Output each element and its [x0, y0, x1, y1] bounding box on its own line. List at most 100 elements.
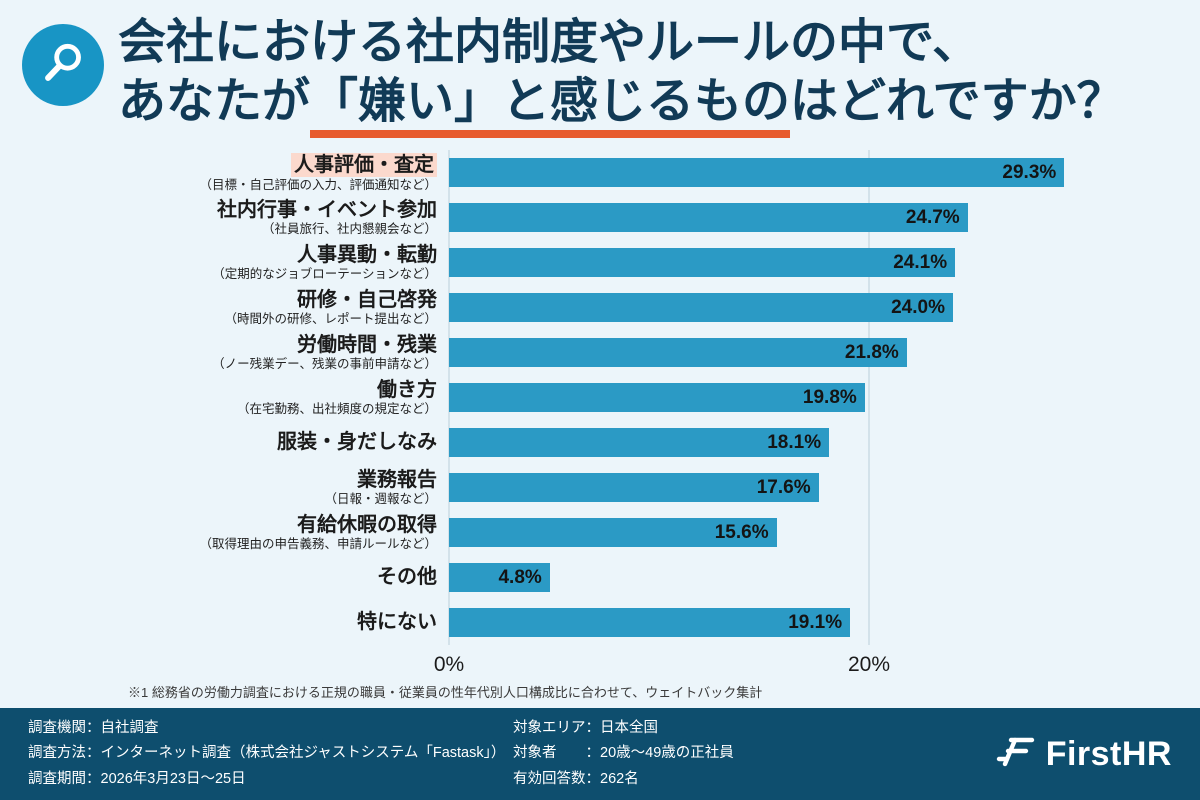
category-label: 服装・身だしなみ: [120, 431, 449, 453]
bar: 17.6%: [449, 473, 819, 502]
category-name: 研修・自己啓発: [297, 288, 437, 311]
category-label: 労働時間・残業 （ノー残業デー、残業の事前申請など）: [120, 334, 449, 372]
firsthr-logo-icon: [996, 735, 1036, 774]
footer-survey-info-left: 調査機関：自社調査 調査方法：インターネット調査（株式会社ジャストシステム「Fa…: [28, 718, 513, 789]
chart-row: 研修・自己啓発 （時間外の研修、レポート提出など） 24.0%: [120, 285, 1100, 330]
bar: 21.8%: [449, 338, 907, 367]
category-sublabel: （日報・週報など）: [324, 492, 437, 506]
bar-value-label: 24.0%: [891, 296, 945, 318]
category-name: その他: [377, 566, 437, 589]
bar: 15.6%: [449, 518, 777, 547]
footer-line-area: 対象エリア：日本全国: [513, 720, 658, 737]
category-label: 研修・自己啓発 （時間外の研修、レポート提出など）: [120, 289, 449, 327]
category-sublabel: （時間外の研修、レポート提出など）: [224, 312, 437, 326]
category-label: 社内行事・イベント参加 （社員旅行、社内懇親会など）: [120, 199, 449, 237]
bar-area: 4.8%: [449, 563, 1100, 592]
chart-rows: 人事評価・査定 （目標・自己評価の入力、評価通知など） 29.3% 社内行事・イベント…: [120, 150, 1100, 645]
chart-row: 人事異動・転勤 （定期的なジョブローテーションなど） 24.1%: [120, 240, 1100, 285]
bar: 24.1%: [449, 248, 956, 277]
bar: 19.1%: [449, 608, 851, 637]
bar-area: 24.7%: [449, 203, 1100, 232]
category-sublabel: （定期的なジョブローテーションなど）: [212, 267, 437, 281]
bar: 24.0%: [449, 293, 953, 322]
chart-row: 有給休暇の取得 （取得理由の申告義務、申請ルールなど） 15.6%: [120, 510, 1100, 555]
bar-area: 24.0%: [449, 293, 1100, 322]
chart-row: 働き方 （在宅勤務、出社頻度の規定など） 19.8%: [120, 375, 1100, 420]
bar: 19.8%: [449, 383, 865, 412]
bar-area: 19.8%: [449, 383, 1100, 412]
category-name: 特にない: [357, 611, 437, 634]
bar: 18.1%: [449, 428, 830, 457]
category-label: その他: [120, 566, 449, 588]
chart-row: 人事評価・査定 （目標・自己評価の入力、評価通知など） 29.3%: [120, 150, 1100, 195]
chart-row: 服装・身だしなみ 18.1%: [120, 420, 1100, 465]
category-sublabel: （在宅勤務、出社頻度の規定など）: [236, 402, 437, 416]
category-name: 人事異動・転勤: [297, 243, 437, 266]
footnote: ※1 総務省の労働力調査における正規の職員・従業員の性年代別人口構成比に合わせて…: [128, 685, 763, 700]
category-label: 有給休暇の取得 （取得理由の申告義務、申請ルールなど）: [120, 514, 449, 552]
bar-value-label: 19.1%: [788, 611, 843, 633]
category-name: 労働時間・残業: [297, 333, 437, 356]
bar-value-label: 15.6%: [714, 521, 769, 543]
category-sublabel: （社員旅行、社内懇親会など）: [261, 222, 437, 236]
firsthr-logo: FirstHR: [996, 735, 1172, 774]
bar-value-label: 29.3%: [1002, 161, 1057, 183]
category-label: 特にない: [120, 611, 449, 633]
bar-area: 15.6%: [449, 518, 1100, 547]
category-sublabel: （目標・自己評価の入力、評価通知など）: [199, 178, 437, 192]
category-name: 人事評価・査定: [291, 152, 437, 177]
bar: 4.8%: [449, 563, 550, 592]
bar-area: 29.3%: [449, 158, 1100, 187]
title-line2-prefix: あなたが: [118, 74, 311, 128]
bar: 29.3%: [449, 158, 1065, 187]
category-sublabel: （ノー残業デー、残業の事前申請など）: [212, 357, 437, 371]
footer-line-target: 対象者 ：20歳〜49歳の正社員: [513, 745, 734, 762]
survey-question-title: 会社における社内制度やルールの中で、 あなたが「嫌い」と感じるものはどれですか？: [118, 14, 1125, 138]
chart-row: その他 4.8%: [120, 555, 1100, 600]
x-axis: 0% 20%: [120, 649, 1100, 685]
footer-line-responses: 有効回答数：262名: [513, 770, 639, 787]
magnifier-icon: [40, 40, 86, 91]
footer: 調査機関：自社調査 調査方法：インターネット調査（株式会社ジャストシステム「Fa…: [0, 708, 1200, 800]
magnifier-badge: [22, 24, 104, 106]
category-label: 人事評価・査定 （目標・自己評価の入力、評価通知など）: [120, 152, 449, 193]
title-line2-suffix: はどれですか？: [790, 74, 1125, 128]
title-emphasis-underlined: 「嫌い」と感じるもの: [310, 74, 791, 138]
bar-chart: 人事評価・査定 （目標・自己評価の入力、評価通知など） 29.3% 社内行事・イベント…: [120, 150, 1100, 685]
chart-row: 業務報告 （日報・週報など） 17.6%: [120, 465, 1100, 510]
bar-value-label: 19.8%: [802, 386, 857, 408]
bar-area: 21.8%: [449, 338, 1100, 367]
footer-line-period: 調査期間：2026年3月23日〜25日: [28, 770, 246, 787]
bar-value-label: 24.7%: [905, 206, 960, 228]
x-tick-20: 20%: [847, 653, 891, 676]
chart-row: 社内行事・イベント参加 （社員旅行、社内懇親会など） 24.7%: [120, 195, 1100, 240]
gridline-20pct: [868, 150, 870, 645]
bar-value-label: 18.1%: [767, 431, 822, 453]
category-name: 服装・身だしなみ: [277, 431, 437, 454]
header: 会社における社内制度やルールの中で、 あなたが「嫌い」と感じるものはどれですか？: [22, 14, 1190, 138]
plot-area: 人事評価・査定 （目標・自己評価の入力、評価通知など） 29.3% 社内行事・イベント…: [120, 150, 1100, 645]
chart-row: 特にない 19.1%: [120, 600, 1100, 645]
title-line1: 会社における社内制度やルールの中で、: [118, 16, 981, 69]
category-label: 業務報告 （日報・週報など）: [120, 469, 449, 507]
category-name: 社内行事・イベント参加: [217, 198, 437, 221]
bar-area: 17.6%: [449, 473, 1100, 502]
chart-row: 労働時間・残業 （ノー残業デー、残業の事前申請など） 21.8%: [120, 330, 1100, 375]
category-name: 業務報告: [357, 468, 437, 491]
firsthr-logo-text: FirstHR: [1045, 734, 1172, 773]
bar-area: 24.1%: [449, 248, 1100, 277]
category-label: 人事異動・転勤 （定期的なジョブローテーションなど）: [120, 244, 449, 282]
bar-value-label: 4.8%: [498, 566, 542, 588]
category-name: 働き方: [377, 378, 437, 401]
category-sublabel: （取得理由の申告義務、申請ルールなど）: [199, 537, 437, 551]
bar: 24.7%: [449, 203, 968, 232]
bar-value-label: 17.6%: [756, 476, 811, 498]
bar-area: 18.1%: [449, 428, 1100, 457]
category-name: 有給休暇の取得: [297, 513, 437, 536]
category-label: 働き方 （在宅勤務、出社頻度の規定など）: [120, 379, 449, 417]
x-tick-0: 0%: [433, 653, 465, 676]
footer-line-method: 調査方法：インターネット調査（株式会社ジャストシステム「Fastask」）: [28, 745, 506, 762]
bar-area: 19.1%: [449, 608, 1100, 637]
page-title: 会社における社内制度やルールの中で、 あなたが「嫌い」と感じるものはどれですか？: [118, 14, 1125, 138]
